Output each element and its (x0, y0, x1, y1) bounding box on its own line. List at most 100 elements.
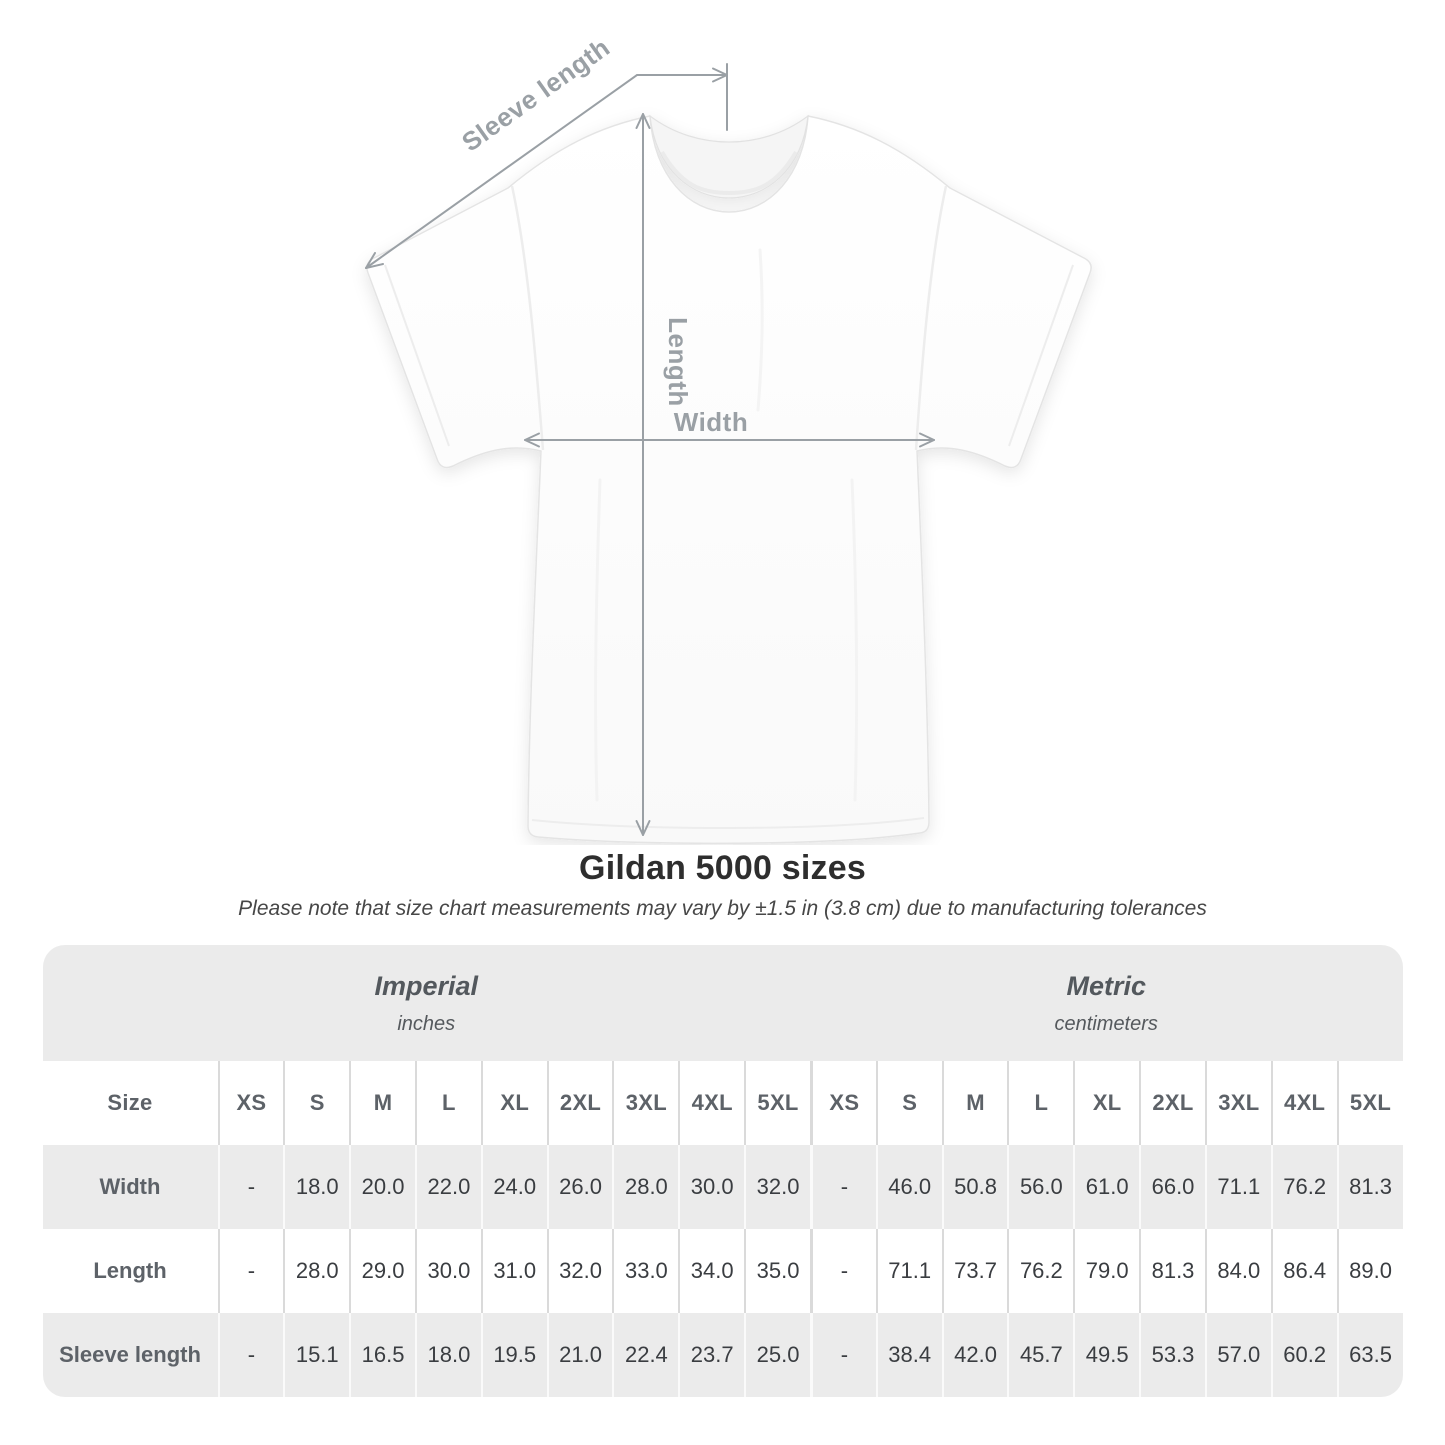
size-header-imperial-5xl: 5XL (744, 1061, 810, 1145)
size-header-metric-2xl: 2XL (1139, 1061, 1205, 1145)
value-cell: 57.0 (1204, 1313, 1271, 1397)
metric-sublabel: centimeters (1054, 1012, 1158, 1035)
imperial-sublabel: inches (397, 1012, 456, 1035)
width-label: Width (674, 407, 748, 437)
value-cell: 86.4 (1270, 1229, 1337, 1313)
value-cell: 60.2 (1270, 1313, 1337, 1397)
value-cell: 31.0 (480, 1229, 547, 1313)
width-arrowhead-right (919, 432, 935, 448)
value-cell: 30.0 (678, 1145, 745, 1229)
size-header-imperial-s: S (283, 1061, 350, 1145)
size-chart-table: Imperial inches Metric centimeters Size … (42, 945, 1403, 1397)
value-cell: 45.7 (1007, 1313, 1074, 1397)
size-header-metric-xl: XL (1073, 1061, 1140, 1145)
value-cell: 61.0 (1073, 1145, 1140, 1229)
value-cell: 76.2 (1270, 1145, 1337, 1229)
metric-unit-header: Metric centimeters (809, 945, 1403, 1061)
tshirt-illustration (366, 114, 1092, 845)
size-header-metric-m: M (941, 1061, 1008, 1145)
wrinkle-lines (594, 248, 859, 802)
row-label: Sleeve length (42, 1313, 218, 1397)
size-header-imperial-4xl: 4XL (678, 1061, 745, 1145)
collar-opening (649, 114, 809, 199)
value-cell: 71.1 (1204, 1145, 1271, 1229)
page-title: Gildan 5000 sizes (579, 849, 866, 887)
value-cell: 15.1 (283, 1313, 350, 1397)
value-cell: 79.0 (1073, 1229, 1140, 1313)
size-header-metric-s: S (875, 1061, 942, 1145)
value-cell: 18.0 (283, 1145, 350, 1229)
value-cell: - (217, 1229, 284, 1313)
size-header-imperial-xs: XS (217, 1061, 284, 1145)
value-cell: 26.0 (546, 1145, 613, 1229)
value-cell: 73.7 (941, 1229, 1008, 1313)
size-header-metric-4xl: 4XL (1270, 1061, 1337, 1145)
unit-header-row: Imperial inches Metric centimeters (42, 945, 1403, 1061)
size-header-imperial-xl: XL (480, 1061, 547, 1145)
value-cell: - (809, 1145, 876, 1229)
value-cell: 25.0 (744, 1313, 810, 1397)
value-cell: 32.0 (744, 1145, 810, 1229)
value-cell: 16.5 (349, 1313, 415, 1397)
value-cell: 56.0 (1007, 1145, 1074, 1229)
value-cell: 23.7 (678, 1313, 745, 1397)
metric-label: Metric (1066, 970, 1146, 1001)
row-label: Width (42, 1145, 218, 1229)
sleeve-arrowhead-left (365, 252, 384, 269)
size-header-imperial-l: L (414, 1061, 481, 1145)
value-cell: 20.0 (349, 1145, 415, 1229)
size-header-metric-l: L (1007, 1061, 1074, 1145)
seam-lines (384, 185, 1074, 829)
value-cell: 21.0 (546, 1313, 613, 1397)
value-cell: 81.3 (1139, 1229, 1205, 1313)
size-header-imperial-m: M (349, 1061, 415, 1145)
table-row: Length -28.0 29.0 30.0 31.0 32.0 33.0 34.0 35.0-… (42, 1229, 1403, 1313)
size-header-metric-3xl: 3XL (1204, 1061, 1271, 1145)
size-header-metric-5xl: 5XL (1336, 1061, 1403, 1145)
value-cell: 22.0 (414, 1145, 481, 1229)
value-cell: 63.5 (1336, 1313, 1403, 1397)
value-cell: 30.0 (414, 1229, 481, 1313)
tshirt-measurement-diagram: Sleeve length Length Width (365, 32, 1092, 845)
size-header-row: Size XS S M L XL 2XL 3XL 4XL 5XL XS S M L XL 2XL 3XL 4XL… (42, 1061, 1403, 1145)
value-cell: 32.0 (546, 1229, 613, 1313)
imperial-unit-header: Imperial inches (42, 945, 810, 1061)
value-cell: 76.2 (1007, 1229, 1074, 1313)
value-cell: 29.0 (349, 1229, 415, 1313)
length-label: Length (663, 317, 693, 407)
size-header-imperial-2xl: 2XL (546, 1061, 613, 1145)
value-cell: 50.8 (941, 1145, 1008, 1229)
value-cell: 24.0 (480, 1145, 547, 1229)
value-cell: 19.5 (480, 1313, 547, 1397)
value-cell: - (217, 1145, 284, 1229)
value-cell: 84.0 (1204, 1229, 1271, 1313)
value-cell: 35.0 (744, 1229, 810, 1313)
imperial-label: Imperial (374, 970, 478, 1001)
value-cell: 71.1 (875, 1229, 942, 1313)
size-header-imperial-3xl: 3XL (612, 1061, 679, 1145)
length-arrowhead-top (635, 113, 651, 129)
size-header-metric-xs: XS (809, 1061, 876, 1145)
tshirt-outline (366, 115, 1092, 845)
collar-shadow (660, 150, 798, 196)
measurement-annotations (365, 63, 935, 836)
sleeve-length-arrow-line (365, 74, 728, 269)
value-cell: 33.0 (612, 1229, 679, 1313)
value-cell: 18.0 (414, 1313, 481, 1397)
value-cell: 89.0 (1336, 1229, 1403, 1313)
value-cell: - (809, 1229, 876, 1313)
value-cell: 28.0 (612, 1145, 679, 1229)
length-arrowhead-bottom (635, 820, 651, 836)
value-cell: 22.4 (612, 1313, 679, 1397)
value-cell: 46.0 (875, 1145, 942, 1229)
value-cell: 81.3 (1336, 1145, 1403, 1229)
width-arrowhead-left (524, 432, 540, 448)
value-cell: 66.0 (1139, 1145, 1205, 1229)
value-cell: 34.0 (678, 1229, 745, 1313)
value-cell: 28.0 (283, 1229, 350, 1313)
table-row: Width -18.0 20.0 22.0 24.0 26.0 28.0 30.0 32.0-4… (42, 1145, 1403, 1229)
tolerance-note: Please note that size chart measurements… (238, 897, 1207, 920)
row-label: Length (42, 1229, 218, 1313)
value-cell: 53.3 (1139, 1313, 1205, 1397)
value-cell: - (217, 1313, 284, 1397)
